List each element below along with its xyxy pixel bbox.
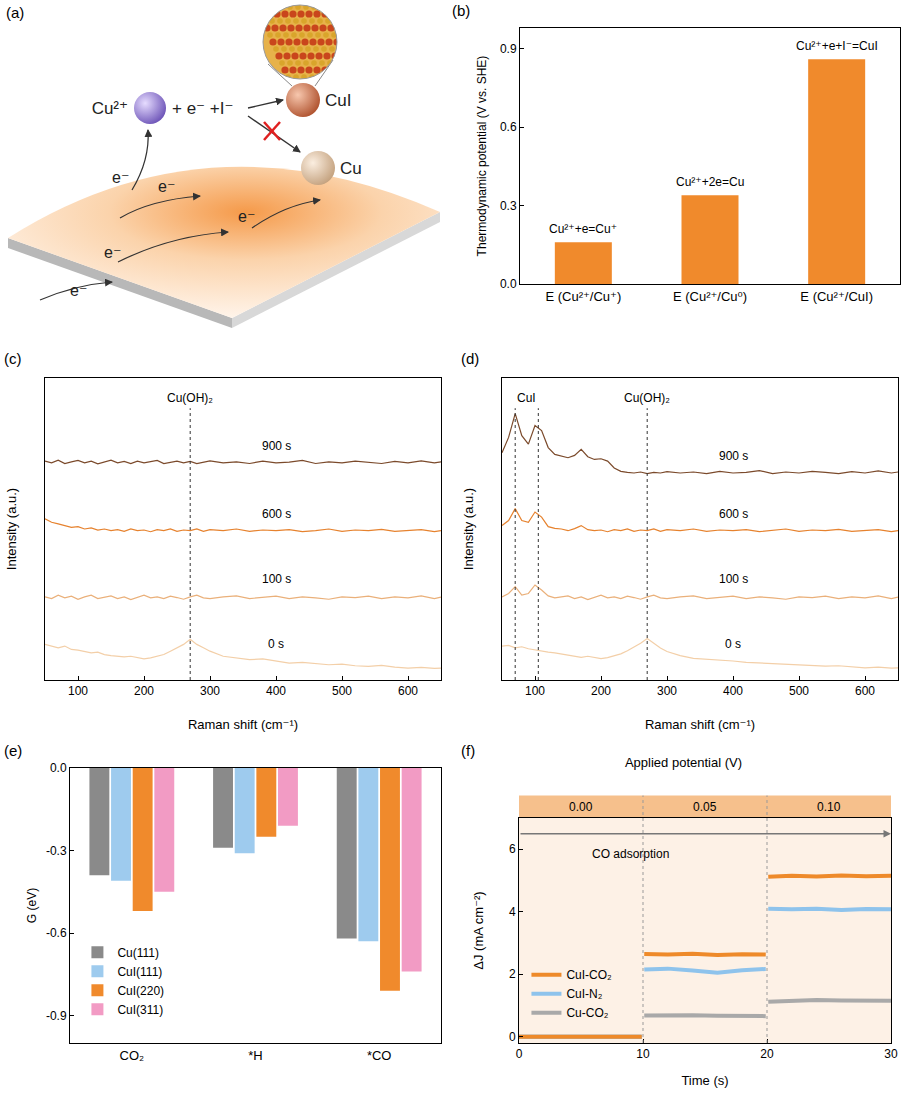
- svg-text:Cu²⁺: Cu²⁺: [92, 99, 128, 118]
- svg-text:600: 600: [398, 684, 418, 698]
- svg-text:100: 100: [525, 684, 545, 698]
- svg-text:CuI: CuI: [517, 391, 536, 405]
- svg-text:*H: *H: [248, 1048, 262, 1063]
- svg-text:600: 600: [855, 684, 875, 698]
- svg-text:Cu: Cu: [340, 159, 362, 178]
- svg-text:300: 300: [200, 684, 220, 698]
- svg-text:ΔJ (mA cm⁻²): ΔJ (mA cm⁻²): [471, 891, 486, 969]
- svg-text:400: 400: [266, 684, 286, 698]
- svg-text:Cu²⁺+e+I⁻=CuI: Cu²⁺+e+I⁻=CuI: [796, 39, 878, 53]
- svg-text:Cu(111): Cu(111): [117, 946, 159, 960]
- svg-text:e⁻: e⁻: [158, 178, 175, 195]
- svg-text:100 s: 100 s: [262, 572, 291, 586]
- html-text:(c): (c): [4, 350, 22, 367]
- svg-text:CO₂: CO₂: [120, 1048, 145, 1063]
- svg-text:Intensity (a.u.): Intensity (a.u.): [4, 488, 19, 570]
- svg-text:0.9: 0.9: [500, 42, 517, 56]
- svg-text:+ e⁻ +I⁻: + e⁻ +I⁻: [172, 99, 233, 118]
- svg-text:e⁻: e⁻: [70, 282, 87, 299]
- svg-text:6: 6: [509, 842, 516, 856]
- svg-text:0.00: 0.00: [569, 800, 593, 814]
- svg-text:-0.9: -0.9: [46, 1009, 67, 1023]
- svg-text:G (eV): G (eV): [25, 888, 39, 923]
- svg-text:e⁻: e⁻: [104, 244, 121, 261]
- svg-text:*CO: *CO: [367, 1048, 392, 1063]
- svg-text:CuI-CO₂: CuI-CO₂: [566, 968, 612, 982]
- svg-text:600 s: 600 s: [262, 507, 291, 521]
- svg-text:900 s: 900 s: [719, 449, 748, 463]
- svg-text:0.05: 0.05: [693, 800, 717, 814]
- svg-text:E (Cu²⁺/CuI): E (Cu²⁺/CuI): [800, 289, 873, 304]
- svg-text:E (Cu²⁺/Cu⁺): E (Cu²⁺/Cu⁺): [545, 289, 621, 304]
- svg-text:Cu²⁺+2e=Cu: Cu²⁺+2e=Cu: [676, 175, 744, 189]
- svg-text:e⁻: e⁻: [238, 208, 255, 225]
- svg-text:200: 200: [134, 684, 154, 698]
- svg-text:CuI(311): CuI(311): [117, 1003, 163, 1017]
- html-text:(e): (e): [4, 742, 23, 759]
- svg-text:0 s: 0 s: [725, 637, 741, 651]
- svg-text:CuI: CuI: [325, 91, 351, 110]
- svg-text:100: 100: [68, 684, 88, 698]
- svg-text:4: 4: [509, 905, 516, 919]
- svg-text:100 s: 100 s: [719, 572, 748, 586]
- svg-text:500: 500: [789, 684, 809, 698]
- svg-text:-0.3: -0.3: [46, 844, 67, 858]
- svg-text:10: 10: [636, 1047, 650, 1061]
- svg-text:0: 0: [516, 1047, 523, 1061]
- svg-text:Cu(OH)₂: Cu(OH)₂: [167, 391, 213, 405]
- svg-text:Cu²⁺+e=Cu⁺: Cu²⁺+e=Cu⁺: [549, 222, 617, 236]
- html-text:(f): (f): [461, 742, 476, 759]
- svg-text:Cu(OH)₂: Cu(OH)₂: [624, 391, 670, 405]
- svg-text:600 s: 600 s: [719, 507, 748, 521]
- svg-text:CuI-N₂: CuI-N₂: [566, 987, 602, 1001]
- svg-text:Thermodynamic potential (V vs.: Thermodynamic potential (V vs. SHE): [475, 56, 489, 257]
- svg-text:20: 20: [760, 1047, 774, 1061]
- svg-text:900 s: 900 s: [262, 439, 291, 453]
- svg-text:e⁻: e⁻: [112, 169, 129, 186]
- svg-text:400: 400: [723, 684, 743, 698]
- svg-text:0.3: 0.3: [500, 199, 517, 213]
- svg-text:Intensity (a.u.): Intensity (a.u.): [461, 488, 476, 570]
- svg-text:0.10: 0.10: [817, 800, 841, 814]
- svg-text:0 s: 0 s: [268, 637, 284, 651]
- svg-text:Applied potential (V): Applied potential (V): [625, 755, 742, 770]
- svg-text:0: 0: [509, 1030, 516, 1044]
- svg-text:0.0: 0.0: [50, 761, 67, 775]
- svg-text:CO adsorption: CO adsorption: [592, 847, 669, 861]
- svg-text:300: 300: [657, 684, 677, 698]
- svg-text:CuI(220): CuI(220): [117, 984, 164, 998]
- svg-text:E (Cu²⁺/Cu⁰): E (Cu²⁺/Cu⁰): [673, 289, 747, 304]
- svg-text:30: 30: [884, 1047, 898, 1061]
- svg-text:500: 500: [332, 684, 352, 698]
- svg-text:Raman shift (cm⁻¹): Raman shift (cm⁻¹): [188, 717, 298, 732]
- svg-text:Time (s): Time (s): [681, 1073, 728, 1088]
- svg-text:2: 2: [509, 967, 516, 981]
- svg-text:200: 200: [591, 684, 611, 698]
- svg-text:CuI(111): CuI(111): [117, 965, 162, 979]
- svg-text:Raman shift (cm⁻¹): Raman shift (cm⁻¹): [645, 717, 755, 732]
- html-text:(a): (a): [6, 4, 25, 21]
- svg-text:Cu-CO₂: Cu-CO₂: [566, 1006, 608, 1020]
- html-text:(b): (b): [452, 2, 471, 19]
- html-text:(d): (d): [461, 350, 480, 367]
- svg-text:0.0: 0.0: [500, 277, 517, 291]
- svg-text:0.6: 0.6: [500, 120, 517, 134]
- svg-text:-0.6: -0.6: [46, 926, 67, 940]
